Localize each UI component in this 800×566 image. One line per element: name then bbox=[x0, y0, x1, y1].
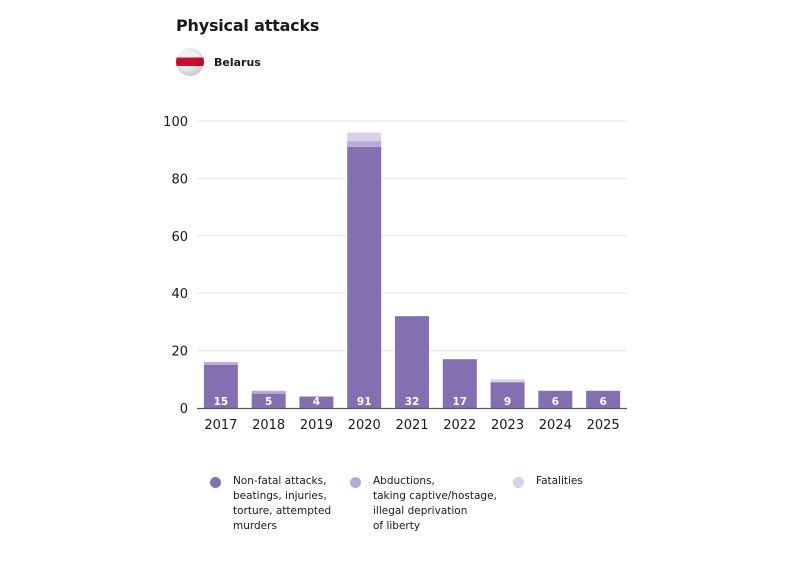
y-tick-label: 0 bbox=[180, 402, 188, 417]
bar-value-label: 6 bbox=[552, 396, 559, 408]
bar-value-label: 6 bbox=[599, 396, 606, 408]
bar-segment bbox=[347, 132, 382, 142]
y-axis-ticks: 0 20 40 60 80 100 bbox=[163, 115, 188, 417]
bar-segment bbox=[490, 382, 525, 408]
x-tick-label: 2022 bbox=[443, 418, 476, 433]
x-tick-label: 2021 bbox=[395, 418, 428, 433]
x-tick-label: 2023 bbox=[491, 418, 524, 433]
legend: Non-fatal attacks, beatings, injuries, t… bbox=[210, 474, 623, 534]
bar-segment bbox=[586, 390, 621, 408]
bar-value-label: 5 bbox=[265, 396, 272, 408]
x-tick-label: 2019 bbox=[300, 418, 333, 433]
legend-dot-icon bbox=[210, 477, 221, 488]
legend-label: Abductions, taking captive/hostage, ille… bbox=[373, 475, 497, 532]
bar-segment bbox=[347, 141, 382, 147]
bar-value-label: 4 bbox=[313, 396, 320, 408]
x-tick-label: 2017 bbox=[204, 418, 237, 433]
bar-value-label: 15 bbox=[214, 396, 229, 408]
legend-label: Fatalities bbox=[536, 475, 583, 487]
bar-segment bbox=[395, 316, 429, 408]
bar-value-label: 17 bbox=[452, 396, 467, 408]
y-tick-label: 20 bbox=[171, 345, 188, 360]
legend-item-non-fatal: Non-fatal attacks, beatings, injuries, t… bbox=[210, 474, 350, 534]
legend-dot-icon bbox=[513, 477, 524, 488]
legend-label: Non-fatal attacks, beatings, injuries, t… bbox=[233, 475, 332, 532]
bar-segment bbox=[203, 364, 238, 408]
y-tick-label: 80 bbox=[171, 172, 188, 187]
x-tick-label: 2024 bbox=[539, 418, 572, 433]
y-tick-label: 40 bbox=[171, 287, 188, 302]
bar-segment bbox=[251, 393, 286, 408]
y-tick-label: 60 bbox=[171, 230, 188, 245]
belarus-flag-icon bbox=[176, 48, 204, 76]
x-tick-label: 2020 bbox=[348, 418, 381, 433]
bar-segment bbox=[203, 362, 238, 365]
y-tick-label: 100 bbox=[163, 115, 188, 130]
country-selector[interactable]: Belarus bbox=[176, 48, 261, 76]
x-tick-label: 2025 bbox=[587, 418, 620, 433]
gridlines bbox=[197, 120, 627, 352]
bar-segment bbox=[538, 390, 573, 408]
bar-value-label: 91 bbox=[357, 396, 372, 408]
country-name: Belarus bbox=[214, 55, 261, 69]
bar-value-label: 9 bbox=[504, 396, 511, 408]
chart-title: Physical attacks bbox=[176, 16, 320, 35]
x-tick-label: 2018 bbox=[252, 418, 285, 433]
bar-value-label: 32 bbox=[405, 396, 420, 408]
bar-segment bbox=[442, 359, 477, 408]
bar-data-labels: 15 5 4 91 32 17 9 6 6 bbox=[214, 396, 607, 408]
bars bbox=[203, 132, 621, 408]
bar-segment bbox=[347, 146, 382, 408]
bar-segment bbox=[299, 396, 334, 408]
bar-segment bbox=[490, 379, 525, 383]
bar-segment bbox=[251, 390, 286, 394]
x-axis-ticks: 2017 2018 2019 2020 2021 2022 2023 2024 2025 bbox=[204, 418, 619, 433]
legend-item-fatalities: Fatalities bbox=[513, 474, 623, 534]
legend-item-abductions: Abductions, taking captive/hostage, ille… bbox=[350, 474, 513, 534]
legend-dot-icon bbox=[350, 477, 361, 488]
